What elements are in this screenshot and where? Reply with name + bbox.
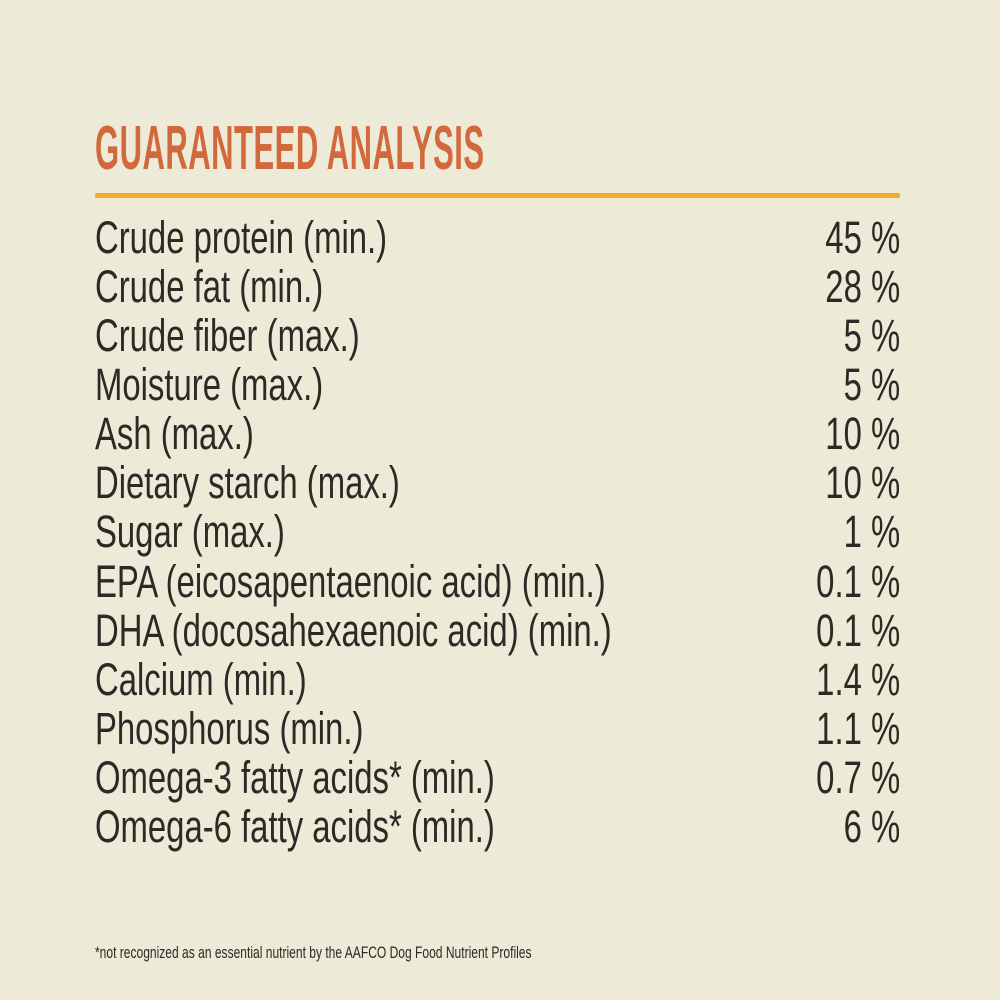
- nutrient-value: 5 %: [843, 359, 901, 410]
- table-row: Omega-3 fatty acids* (min.) 0.7 %: [95, 752, 901, 804]
- nutrient-label: EPA (eicosapentaenoic acid) (min.): [95, 555, 606, 607]
- nutrient-label: Phosphorus (min.): [95, 702, 364, 754]
- table-row: Calcium (min.) 1.4 %: [95, 653, 901, 705]
- nutrient-label: Calcium (min.): [95, 653, 307, 705]
- page-title: GUARANTEED ANALYSIS: [95, 114, 485, 183]
- nutrient-value: 10 %: [825, 457, 901, 509]
- table-row: Crude protein (min.) 45 %: [95, 211, 901, 263]
- nutrient-label: Crude protein (min.): [95, 211, 388, 263]
- nutrient-label: DHA (docosahexaenoic acid) (min.): [95, 604, 612, 656]
- nutrient-label: Dietary starch (max.): [95, 457, 400, 509]
- table-row: EPA (eicosapentaenoic acid) (min.) 0.1 %: [95, 555, 901, 607]
- nutrient-label: Ash (max.): [95, 408, 254, 460]
- nutrient-value: 45 %: [825, 211, 901, 263]
- nutrient-value: 1.4 %: [816, 653, 901, 705]
- table-row: Phosphorus (min.) 1.1 %: [95, 702, 901, 754]
- table-row: Dietary starch (max.) 10 %: [95, 457, 901, 509]
- table-row: Moisture (max.) 5 %: [95, 359, 901, 410]
- nutrient-table: Crude protein (min.) 45 % Crude fat (min…: [95, 211, 901, 853]
- nutrient-label: Omega-6 fatty acids* (min.): [95, 801, 495, 853]
- table-row: DHA (docosahexaenoic acid) (min.) 0.1 %: [95, 604, 901, 656]
- nutrient-value: 5 %: [843, 309, 901, 361]
- nutrient-label: Sugar (max.): [95, 506, 285, 558]
- nutrient-value: 6 %: [843, 801, 901, 853]
- nutrient-label: Omega-3 fatty acids* (min.): [95, 752, 495, 804]
- nutrient-value: 0.1 %: [816, 555, 901, 607]
- nutrient-value: 0.1 %: [816, 604, 901, 656]
- nutrient-value: 1.1 %: [816, 702, 901, 754]
- table-row: Crude fiber (max.) 5 %: [95, 309, 901, 361]
- table-row: Sugar (max.) 1 %: [95, 506, 901, 558]
- nutrient-value: 1 %: [843, 506, 901, 558]
- nutrient-value: 10 %: [825, 408, 901, 460]
- nutrient-value: 0.7 %: [816, 752, 901, 804]
- table-row: Ash (max.) 10 %: [95, 408, 901, 460]
- nutrient-label: Moisture (max.): [95, 359, 324, 410]
- table-row: Omega-6 fatty acids* (min.) 6 %: [95, 801, 901, 853]
- footnote: *not recognized as an essential nutrient…: [95, 944, 532, 962]
- heading-divider: [95, 193, 900, 198]
- nutrient-label: Crude fiber (max.): [95, 309, 360, 361]
- nutrient-value: 28 %: [825, 260, 901, 312]
- table-row: Crude fat (min.) 28 %: [95, 260, 901, 312]
- nutrient-label: Crude fat (min.): [95, 260, 324, 312]
